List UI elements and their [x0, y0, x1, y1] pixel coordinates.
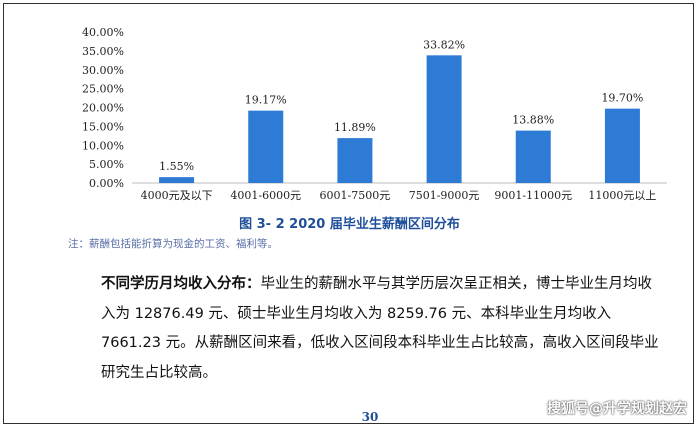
bar-chart: 0.00% 5.00% 10.00% 15.00% 20.00% 25.00% 30.00%… [82, 26, 667, 202]
bar [604, 108, 640, 183]
y-tick-label: 0.00% [89, 177, 124, 190]
y-tick-label: 5.00% [89, 158, 124, 171]
y-tick-label: 30.00% [82, 64, 124, 77]
x-tick-label: 11000元以上 [588, 189, 656, 202]
bar-value-label: 19.17% [245, 94, 287, 107]
y-tick-label: 25.00% [82, 83, 124, 96]
body-paragraph: 不同学历月均收入分布：毕业生的薪酬水平与其学历层次呈正相关，博士毕业生月均收入为… [101, 270, 661, 388]
y-tick-label: 15.00% [82, 120, 124, 133]
x-tick-label: 4001-6000元 [230, 189, 301, 202]
bar-value-label: 19.70% [601, 92, 643, 105]
figure-caption: 图 3- 2 2020 届毕业生薪酬区间分布 [239, 217, 460, 232]
bar-value-label: 33.82% [423, 38, 465, 51]
paragraph-body: 毕业生的薪酬水平与其学历层次呈正相关，博士毕业生月均收入为 12876.49 元… [101, 276, 659, 381]
page-number: 30 [361, 410, 379, 424]
bar [248, 110, 284, 183]
watermark: 搜狐号@升学规划赵宏 [547, 401, 687, 417]
bar-value-label: 11.89% [334, 121, 376, 134]
bar [426, 55, 462, 183]
x-tick-label: 4000元及以下 [141, 189, 213, 202]
x-tick-label: 7501-9000元 [409, 189, 480, 202]
y-tick-label: 20.00% [82, 102, 124, 115]
figure-note: 注：薪酬包括能折算为现金的工资、福利等。 [68, 238, 278, 250]
x-tick-label: 9001-11000元 [494, 189, 572, 202]
bar-value-label: 1.55% [159, 160, 194, 173]
y-tick-label: 40.00% [82, 26, 124, 39]
page-border [3, 3, 694, 424]
y-tick-label: 10.00% [82, 139, 124, 152]
paragraph-lead: 不同学历月均收入分布： [101, 276, 261, 292]
bar [159, 177, 195, 183]
y-tick-label: 35.00% [82, 45, 124, 58]
bar [515, 130, 551, 183]
bar-value-label: 13.88% [512, 114, 554, 127]
x-tick-label: 6001-7500元 [320, 189, 391, 202]
bar [337, 138, 373, 183]
